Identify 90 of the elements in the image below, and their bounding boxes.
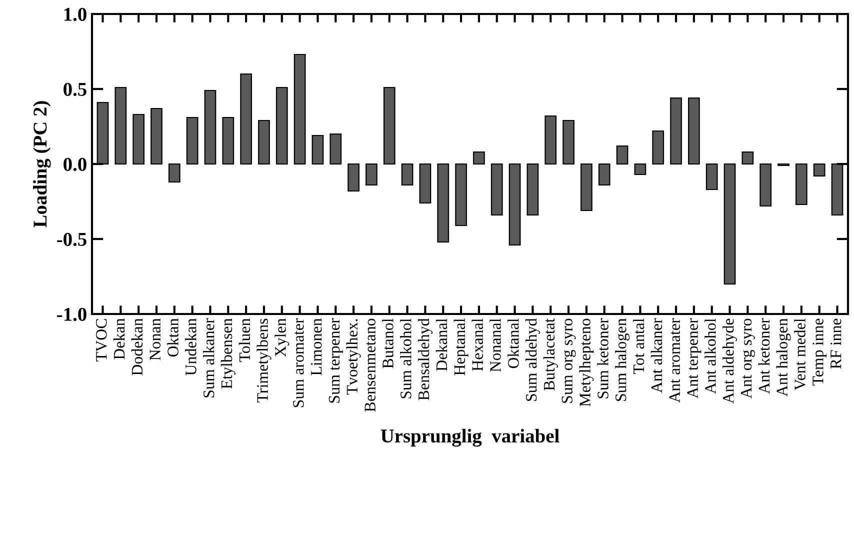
x-axis-title: Ursprunglig variabel bbox=[380, 428, 560, 447]
bar bbox=[294, 54, 306, 165]
bar bbox=[795, 163, 808, 206]
x-tick-label: Sum alkohol bbox=[400, 318, 412, 398]
x-tick-label: Metylhepteno bbox=[579, 318, 594, 406]
bar bbox=[526, 163, 539, 216]
x-tick-label: Trimetylbens bbox=[256, 318, 272, 402]
bar bbox=[186, 116, 198, 165]
x-tick-label: Bensaldehyd bbox=[418, 318, 432, 400]
x-tick-label: Sum alkaner bbox=[202, 318, 214, 398]
x-tick-label: Bensenmetano bbox=[364, 318, 376, 412]
x-tick-label: Butanol bbox=[382, 318, 394, 368]
x-tick-label: Oktanal bbox=[508, 318, 519, 368]
x-tick-label: RF inne bbox=[830, 318, 842, 369]
x-tick-label: Nonanal bbox=[490, 318, 501, 372]
x-tick-label: Temp inne bbox=[812, 318, 827, 386]
x-tick-label: Dodekan bbox=[131, 318, 143, 376]
bar bbox=[366, 163, 378, 186]
x-tick-label: Toluen bbox=[238, 318, 250, 362]
y-axis-title: Loading (PC 2) bbox=[33, 101, 51, 228]
x-tick-label: Oktan bbox=[167, 318, 178, 357]
bar bbox=[258, 120, 270, 165]
bar bbox=[455, 163, 467, 226]
y-tick-label: 0.5 bbox=[64, 82, 86, 96]
x-tick-label: Ant alkohol bbox=[704, 318, 716, 394]
bar bbox=[688, 97, 700, 165]
bar bbox=[634, 163, 646, 176]
bar bbox=[240, 73, 252, 165]
bar bbox=[652, 130, 664, 165]
bar bbox=[598, 163, 610, 186]
y-tick-label: -0.5 bbox=[57, 232, 86, 246]
x-tick-label: Hexanal bbox=[472, 318, 483, 371]
bar bbox=[204, 90, 216, 165]
bar bbox=[419, 163, 432, 204]
bar bbox=[150, 108, 162, 165]
bar bbox=[437, 163, 450, 243]
bar bbox=[114, 86, 127, 165]
x-tick-label: Dekan bbox=[113, 318, 125, 360]
x-tick-label: Sum halogen bbox=[615, 318, 630, 401]
x-tick-label: Ant aldehyde bbox=[722, 318, 738, 404]
x-tick-label: Sum terpener bbox=[328, 318, 343, 403]
bar bbox=[330, 133, 342, 165]
bar bbox=[831, 163, 844, 216]
bar bbox=[312, 134, 324, 165]
x-tick-label: Tvoetylhex. bbox=[346, 319, 361, 395]
x-tick-label: Butylacetat bbox=[543, 318, 558, 390]
x-tick-label: Limonen bbox=[310, 318, 322, 376]
x-tick-label: TVOC bbox=[96, 319, 107, 362]
bar bbox=[383, 86, 396, 165]
bar bbox=[724, 163, 736, 285]
x-tick-label: Dekanal bbox=[436, 318, 448, 371]
x-tick-label: Tot antal bbox=[632, 318, 644, 374]
x-tick-label: Xylen bbox=[274, 318, 290, 357]
bar bbox=[562, 120, 574, 165]
bar bbox=[580, 163, 592, 212]
bar bbox=[670, 97, 682, 165]
bar bbox=[222, 116, 234, 165]
bar bbox=[508, 163, 521, 246]
x-tick-label: Ant ketoner bbox=[758, 318, 770, 394]
bar bbox=[401, 163, 414, 186]
bar bbox=[742, 151, 754, 165]
x-tick-label: Sum aromater bbox=[293, 318, 304, 408]
bar bbox=[348, 163, 360, 192]
x-tick-label: Ant terpener bbox=[687, 318, 702, 398]
x-tick-label: Sum ketoner bbox=[597, 318, 608, 398]
x-tick-label: Ant alkaner bbox=[650, 318, 662, 393]
bar bbox=[813, 163, 826, 177]
x-tick-label: Ant aromater bbox=[669, 318, 680, 403]
bar bbox=[706, 163, 718, 190]
x-tick-label: Ant org syro bbox=[740, 318, 755, 398]
bar bbox=[760, 163, 772, 207]
bar bbox=[473, 151, 485, 165]
x-tick-label: Vent medel bbox=[794, 318, 806, 390]
bar bbox=[544, 115, 557, 165]
x-tick-label: Undekan bbox=[185, 318, 196, 376]
x-tick-label: Heptanal bbox=[454, 318, 468, 376]
bar bbox=[276, 86, 288, 165]
x-tick-label: Sum aldehyd bbox=[525, 318, 540, 401]
bar bbox=[616, 145, 628, 165]
x-tick-label: Etylbensen bbox=[220, 318, 236, 389]
y-tick-label: 1.0 bbox=[64, 8, 86, 22]
bar bbox=[490, 163, 503, 216]
x-tick-label: Nonan bbox=[150, 318, 160, 360]
bar bbox=[168, 163, 180, 183]
y-tick-label: -1.0 bbox=[57, 308, 86, 322]
x-tick-label: Sum org syro bbox=[562, 318, 576, 403]
y-tick-label: 0.0 bbox=[64, 158, 86, 172]
x-tick-label: Ant halogen bbox=[776, 318, 791, 397]
bar bbox=[96, 102, 109, 165]
bar bbox=[132, 114, 145, 165]
